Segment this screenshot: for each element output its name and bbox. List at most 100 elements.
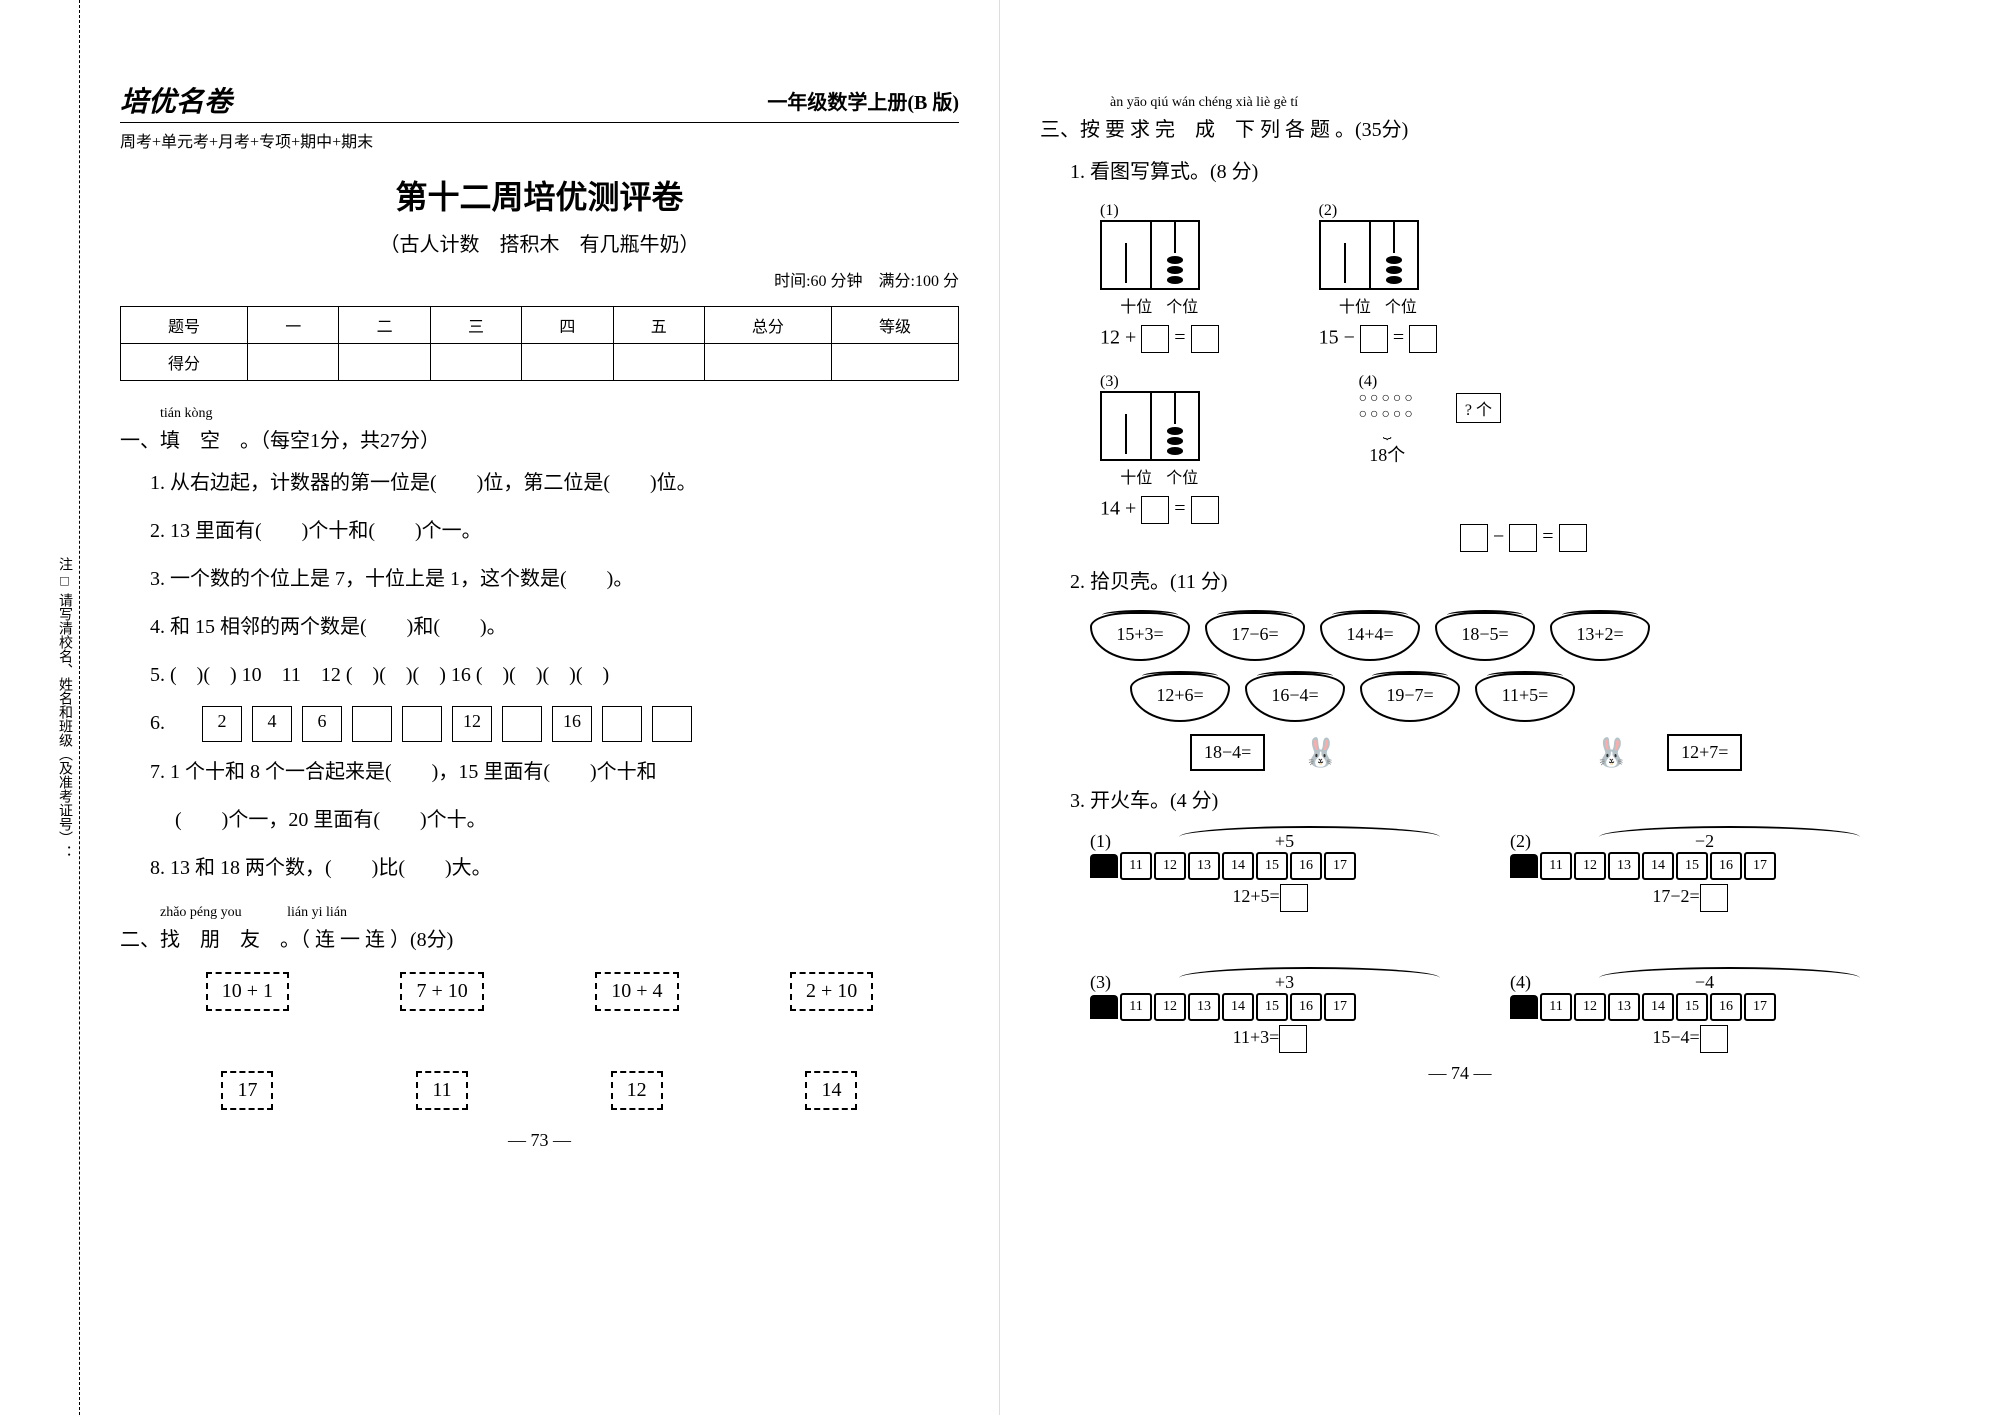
answer-box[interactable]: [1279, 1025, 1307, 1053]
seq-box[interactable]: [402, 706, 442, 742]
q4: 4. 和 15 相邻的两个数是( )和( )。: [150, 609, 959, 645]
shell[interactable]: 15+3=: [1090, 612, 1190, 661]
result-box[interactable]: 17: [221, 1071, 273, 1110]
seq-box[interactable]: [502, 706, 542, 742]
train-car: 17: [1744, 993, 1776, 1021]
result-box[interactable]: 14: [805, 1071, 857, 1110]
sub-label: (2): [1319, 202, 1438, 220]
shell[interactable]: 13+2=: [1550, 612, 1650, 661]
train-car: 12: [1154, 852, 1186, 880]
shell[interactable]: 12+6=: [1130, 673, 1230, 722]
train-car: 16: [1290, 993, 1322, 1021]
td[interactable]: [613, 344, 704, 381]
train-car: 14: [1222, 993, 1254, 1021]
section-1-title: tián kòng 一、填 空 。（每空1分，共27分）: [120, 406, 959, 453]
rect-expr[interactable]: 18−4=: [1190, 734, 1265, 771]
td[interactable]: [704, 344, 831, 381]
train-car: 15: [1256, 993, 1288, 1021]
q1: 1. 从右边起，计数器的第一位是( )位，第二位是( )位。: [150, 465, 959, 501]
expr-box[interactable]: 7 + 10: [400, 972, 483, 1011]
th: 三: [430, 307, 521, 344]
brace-icon: ⏟: [1359, 425, 1416, 441]
train-3: (3) +3 11 12 13 14 15 16 17 11+3=: [1090, 972, 1450, 1053]
train-car: 15: [1676, 993, 1708, 1021]
q8: 8. 13 和 18 两个数，( )比( )大。: [150, 850, 959, 886]
train-car: 16: [1290, 852, 1322, 880]
sub-label: (4): [1359, 373, 1416, 391]
th: 五: [613, 307, 704, 344]
td[interactable]: [831, 344, 958, 381]
answer-box[interactable]: [1700, 884, 1728, 912]
train-car: 12: [1574, 852, 1606, 880]
answer-box[interactable]: [1191, 325, 1219, 353]
friends-top: 10 + 1 7 + 10 10 + 4 2 + 10: [150, 972, 929, 1011]
result-box[interactable]: 11: [416, 1071, 467, 1110]
answer-box[interactable]: [1559, 524, 1587, 552]
answer-box[interactable]: [1141, 496, 1169, 524]
expr-box[interactable]: 10 + 1: [206, 972, 289, 1011]
abacus-row-2: (3) 十位个位 14 + = (4) ○○○○○ ○○○○○ ⏟ 18个 ? …: [1100, 373, 1880, 524]
train-wrap: (1) +5 11 12 13 14 15 16 17 12+5= (2) −2: [1090, 831, 1880, 1053]
seq-box[interactable]: [352, 706, 392, 742]
answer-box[interactable]: [1409, 325, 1437, 353]
td[interactable]: [248, 344, 339, 381]
pinyin: zhǎo péng you lián yi lián: [160, 901, 959, 921]
train-car: 15: [1256, 852, 1288, 880]
shell[interactable]: 11+5=: [1475, 673, 1575, 722]
ask-tag: ? 个: [1456, 393, 1501, 423]
rect-expr[interactable]: 12+7=: [1667, 734, 1742, 771]
seq-box: 6: [302, 706, 342, 742]
seq-box[interactable]: [652, 706, 692, 742]
th: 等级: [831, 307, 958, 344]
pinyin: àn yāo qiú wán chéng xià liè gè tí: [1110, 95, 1880, 111]
seq-box: 12: [452, 706, 492, 742]
result-box[interactable]: 12: [611, 1071, 663, 1110]
rabbit-icon: 🐰: [1594, 736, 1629, 770]
rabbit-icon: 🐰: [1303, 736, 1338, 770]
shell[interactable]: 16−4=: [1245, 673, 1345, 722]
pinyin: tián kòng: [160, 406, 959, 422]
answer-box[interactable]: [1141, 325, 1169, 353]
train-2: (2) −2 11 12 13 14 15 16 17 17−2=: [1510, 831, 1870, 912]
train-car: 13: [1608, 852, 1640, 880]
td[interactable]: [339, 344, 430, 381]
q7: 7. 1 个十和 8 个一合起来是( )，15 里面有( )个十和: [150, 754, 959, 790]
td[interactable]: [430, 344, 521, 381]
grade-info: 一年级数学上册(B 版): [767, 86, 959, 115]
q5: 5. ( )( ) 10 11 12 ( )( )( ) 16 ( )( )( …: [150, 657, 959, 693]
page-number-right: — 74 —: [1040, 1063, 1880, 1084]
friends-bottom: 17 11 12 14: [150, 1071, 929, 1110]
seq-box[interactable]: [602, 706, 642, 742]
answer-box[interactable]: [1191, 496, 1219, 524]
time-score: 时间:60 分钟 满分:100 分: [120, 267, 959, 291]
shell[interactable]: 19−7=: [1360, 673, 1460, 722]
abacus-2: (2) 十位个位 15 − =: [1319, 202, 1438, 353]
train-engine-icon: [1090, 854, 1118, 878]
th: 题号: [121, 307, 248, 344]
train-car: 16: [1710, 993, 1742, 1021]
shell[interactable]: 17−6=: [1205, 612, 1305, 661]
answer-box[interactable]: [1509, 524, 1537, 552]
shell[interactable]: 14+4=: [1320, 612, 1420, 661]
shell[interactable]: 18−5=: [1435, 612, 1535, 661]
title-text: 二、找 朋 友 。（ 连 一 连 ）(8分): [120, 929, 453, 951]
answer-box[interactable]: [1360, 325, 1388, 353]
expr-box[interactable]: 2 + 10: [790, 972, 873, 1011]
answer-box[interactable]: [1460, 524, 1488, 552]
page-left: 培优名卷 一年级数学上册(B 版) 周考+单元考+月考+专项+期中+期末 第十二…: [80, 0, 1000, 1415]
table-row: 得分: [121, 344, 959, 381]
expr-box[interactable]: 10 + 4: [595, 972, 678, 1011]
answer-box[interactable]: [1280, 884, 1308, 912]
q3-2-title: 2. 拾贝壳。(11 分): [1070, 564, 1880, 600]
train-car: 12: [1154, 993, 1186, 1021]
th: 四: [522, 307, 613, 344]
subtitle: 周考+单元考+月考+专项+期中+期末: [120, 128, 959, 152]
answer-box[interactable]: [1700, 1025, 1728, 1053]
q7b: ( )个一，20 里面有( )个十。: [175, 802, 959, 838]
td[interactable]: [522, 344, 613, 381]
side-note-1: 注 □ 请写清校名、姓名和班级（及准考证号）：: [5, 557, 74, 859]
table-row: 题号 一 二 三 四 五 总分 等级: [121, 307, 959, 344]
train-car: 11: [1120, 993, 1152, 1021]
th: 二: [339, 307, 430, 344]
seq-box: 16: [552, 706, 592, 742]
